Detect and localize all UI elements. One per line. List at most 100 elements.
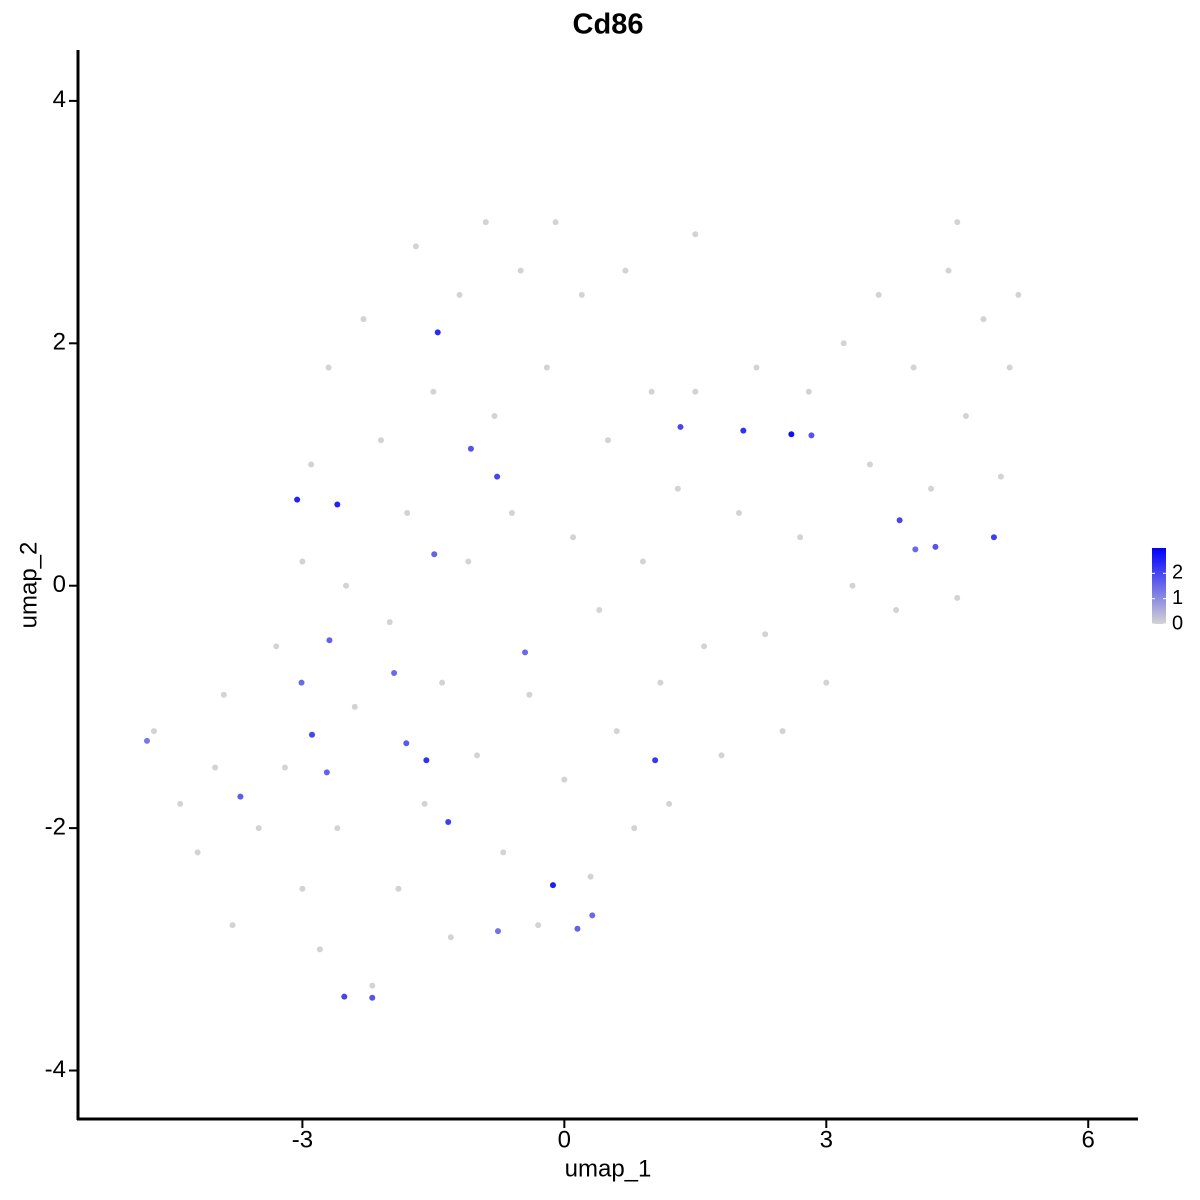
x-tick-label: -3 <box>292 1126 313 1153</box>
point <box>549 882 556 889</box>
point <box>508 509 515 516</box>
point <box>281 764 288 771</box>
point <box>309 731 316 738</box>
point <box>631 825 638 832</box>
point <box>932 543 939 550</box>
point <box>494 928 501 935</box>
point <box>692 388 699 395</box>
point <box>517 267 524 274</box>
point <box>323 769 330 776</box>
point <box>840 340 847 347</box>
point <box>596 606 603 613</box>
y-tick-label: 4 <box>53 86 66 113</box>
point <box>299 885 306 892</box>
point <box>788 431 795 438</box>
point <box>526 691 533 698</box>
point <box>434 329 441 336</box>
point <box>945 267 952 274</box>
point <box>421 800 428 807</box>
point <box>474 752 481 759</box>
point <box>395 885 402 892</box>
point <box>735 509 742 516</box>
point <box>954 594 961 601</box>
point <box>447 934 454 941</box>
point <box>677 423 684 430</box>
point <box>325 364 332 371</box>
x-axis-label: umap_1 <box>565 1155 652 1182</box>
point <box>430 388 437 395</box>
point <box>177 800 184 807</box>
point <box>912 546 919 553</box>
point <box>561 776 568 783</box>
point <box>701 643 708 650</box>
point <box>404 509 411 516</box>
point <box>574 925 581 932</box>
point <box>465 558 472 565</box>
point <box>316 946 323 953</box>
y-tick-label: -2 <box>45 813 66 840</box>
point <box>439 679 446 686</box>
point <box>740 427 747 434</box>
point <box>482 219 489 226</box>
point <box>369 982 376 989</box>
point <box>1015 291 1022 298</box>
point <box>543 364 550 371</box>
colorbar-label: 1 <box>1172 587 1183 609</box>
point <box>255 825 262 832</box>
x-tick-label: 0 <box>558 1126 571 1153</box>
point <box>237 793 244 800</box>
point <box>896 517 903 524</box>
point <box>849 582 856 589</box>
point <box>779 728 786 735</box>
point <box>797 534 804 541</box>
point <box>500 849 507 856</box>
point <box>334 825 341 832</box>
point <box>578 291 585 298</box>
point <box>674 485 681 492</box>
colorbar-label: 0 <box>1172 612 1183 634</box>
point <box>360 316 367 323</box>
y-tick-label: 0 <box>53 571 66 598</box>
point <box>875 291 882 298</box>
point <box>299 558 306 565</box>
point <box>326 637 333 644</box>
point <box>990 534 997 541</box>
point <box>298 679 305 686</box>
point <box>962 413 969 420</box>
point <box>522 649 529 656</box>
point <box>928 485 935 492</box>
point <box>412 243 419 250</box>
point <box>369 994 376 1001</box>
point <box>666 800 673 807</box>
point <box>467 445 474 452</box>
chart-title: Cd86 <box>573 9 644 41</box>
point <box>893 606 900 613</box>
point <box>377 437 384 444</box>
point <box>491 413 498 420</box>
y-tick-label: 2 <box>53 329 66 356</box>
x-tick-label: 6 <box>1082 1126 1095 1153</box>
y-axis-label: umap_2 <box>15 542 42 629</box>
point <box>445 819 452 826</box>
point <box>334 501 341 508</box>
point <box>391 669 398 676</box>
point <box>343 582 350 589</box>
point <box>866 461 873 468</box>
point <box>143 737 150 744</box>
point <box>823 679 830 686</box>
point <box>423 757 430 764</box>
point <box>1006 364 1013 371</box>
point <box>613 728 620 735</box>
point <box>212 764 219 771</box>
x-tick-label: 3 <box>820 1126 833 1153</box>
point <box>351 703 358 710</box>
point <box>692 231 699 238</box>
point <box>587 873 594 880</box>
point <box>535 922 542 929</box>
colorbar <box>1152 548 1166 624</box>
point <box>980 316 987 323</box>
point <box>753 364 760 371</box>
point <box>220 691 227 698</box>
